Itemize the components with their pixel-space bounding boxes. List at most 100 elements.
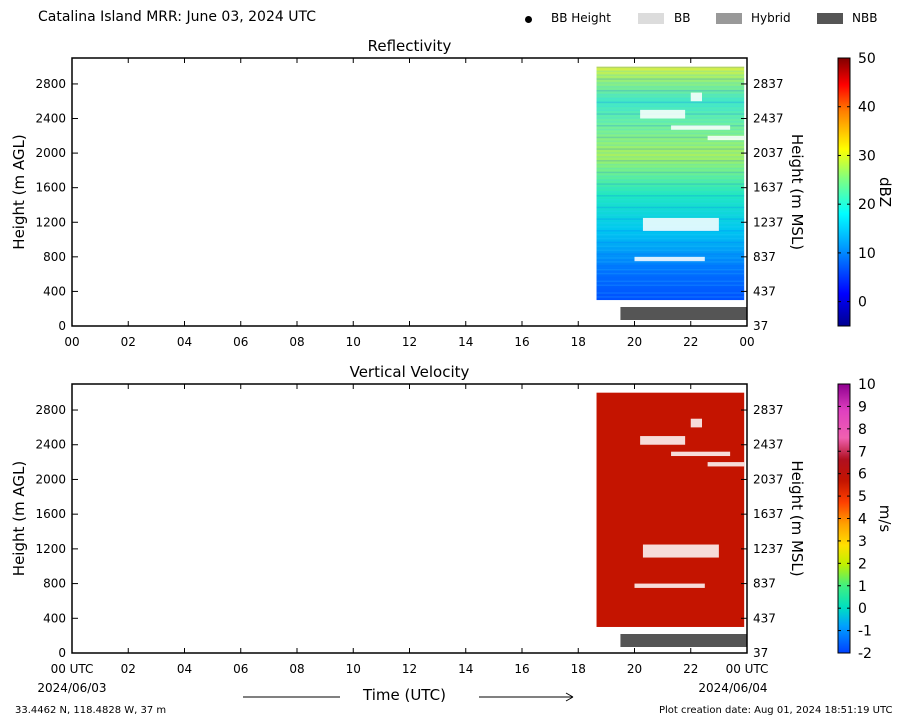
legend-label-bb-height: BB Height	[551, 11, 611, 25]
colorbar-tick-label: 30	[858, 148, 876, 164]
reflectivity-streak	[596, 66, 745, 69]
reflectivity-streak	[596, 214, 745, 216]
x-tick-label: 00 UTC	[51, 662, 94, 676]
reflectivity-streak	[596, 280, 745, 283]
reflectivity-streak	[596, 82, 745, 84]
reflectivity-streak	[596, 288, 745, 290]
data-gap	[642, 544, 719, 558]
reflectivity-streak	[596, 175, 745, 178]
data-gap	[671, 451, 731, 457]
reflectivity-streak	[596, 237, 745, 240]
y-right-tick-label: 437	[753, 284, 776, 298]
y-tick-label: 0	[58, 319, 66, 333]
data-gap	[640, 109, 686, 119]
x-tick-label: 14	[458, 662, 473, 676]
reflectivity-streak	[596, 206, 745, 209]
x-tick-label: 20	[627, 335, 642, 349]
y-tick-label: 1200	[35, 215, 66, 229]
x-tick-label: 04	[177, 335, 192, 349]
reflectivity-streak	[596, 210, 745, 213]
y-right-tick-label: 2837	[753, 77, 784, 91]
reflectivity-streak	[596, 163, 745, 166]
reflectivity-streak	[596, 128, 745, 131]
data-gap	[707, 135, 745, 141]
y-tick-label: 400	[43, 284, 66, 298]
y-right-tick-label: 2037	[753, 146, 784, 160]
reflectivity-streak	[596, 276, 745, 279]
y-tick-label: 2800	[35, 403, 66, 417]
reflectivity-streak	[596, 272, 745, 275]
colorbar-tick-label: -1	[858, 624, 872, 640]
y-tick-label: 2000	[35, 146, 66, 160]
reflectivity-streak	[596, 179, 745, 181]
data-gap	[707, 462, 745, 467]
colorbar-tick-label: 40	[858, 100, 876, 116]
reflectivity-streak	[596, 70, 745, 73]
data-gap	[690, 92, 702, 102]
location-note: 33.4462 N, 118.4828 W, 37 m	[15, 705, 167, 716]
reflectivity-streak	[596, 78, 745, 80]
x-date-end: 2024/06/04	[698, 681, 767, 695]
panel-title: Reflectivity	[368, 37, 452, 55]
colorbar-tick-label: 9	[858, 399, 867, 415]
data-gap	[642, 217, 719, 231]
x-date-start: 2024/06/03	[37, 681, 106, 695]
reflectivity-streak	[596, 105, 745, 108]
reflectivity-streak	[596, 292, 745, 294]
x-tick-label: 22	[683, 335, 698, 349]
colorbar	[837, 57, 851, 327]
colorbar-label: m/s	[876, 505, 894, 533]
arrow-head-icon	[565, 692, 574, 702]
y-right-tick-label: 2037	[753, 472, 784, 486]
x-tick-label: 12	[402, 662, 417, 676]
colorbar-tick-label: 0	[858, 295, 867, 311]
reflectivity-streak	[596, 125, 745, 127]
reflectivity-streak	[596, 284, 745, 287]
reflectivity-streak	[596, 245, 745, 248]
y-right-tick-label: 837	[753, 250, 776, 264]
reflectivity-streak	[596, 187, 745, 189]
y-axis-title: Height (m AGL)	[10, 461, 28, 576]
y-tick-label: 2400	[35, 438, 66, 452]
y-axis-title-right: Height (m MSL)	[788, 134, 806, 250]
colorbar-tick-label: 2	[858, 556, 867, 572]
legend-label-nbb: NBB	[852, 11, 878, 25]
x-tick-label: 16	[514, 335, 529, 349]
y-tick-label: 2000	[35, 472, 66, 486]
bb-height-marker-icon	[525, 16, 532, 23]
reflectivity-streak	[596, 121, 745, 123]
reflectivity-streak	[596, 93, 745, 96]
colorbar-tick-label: 10	[858, 377, 876, 393]
x-tick-label: 00	[739, 335, 754, 349]
colorbar-tick-label: 6	[858, 467, 867, 483]
reflectivity-streak	[596, 296, 745, 298]
y-tick-label: 800	[43, 250, 66, 264]
colorbar-label: dBZ	[876, 177, 894, 207]
bb-swatch-icon	[638, 13, 664, 24]
reflectivity-streak	[596, 140, 745, 143]
x-tick-label: 08	[289, 662, 304, 676]
y-tick-label: 1600	[35, 181, 66, 195]
reflectivity-streak	[596, 148, 745, 150]
x-tick-label: 18	[571, 335, 586, 349]
legend-label-bb: BB	[674, 11, 691, 25]
reflectivity-streak	[596, 268, 745, 271]
reflectivity-streak	[596, 233, 745, 236]
x-tick-label: 16	[514, 662, 529, 676]
y-tick-label: 1600	[35, 507, 66, 521]
x-tick-label: 08	[289, 335, 304, 349]
nbb-swatch-icon	[817, 13, 843, 24]
x-tick-label: 18	[571, 662, 586, 676]
reflectivity-streak	[596, 191, 745, 193]
colorbar-tick-label: 20	[858, 197, 876, 213]
y-tick-label: 0	[58, 646, 66, 660]
colorbar-tick-label: 5	[858, 489, 867, 505]
y-tick-label: 1200	[35, 542, 66, 556]
reflectivity-streak	[596, 202, 745, 205]
x-tick-label: 00	[64, 335, 79, 349]
reflectivity-streak	[596, 144, 745, 146]
colorbar-tick-label: 8	[858, 422, 867, 438]
data-gap	[634, 256, 705, 262]
x-tick-label: 20	[627, 662, 642, 676]
